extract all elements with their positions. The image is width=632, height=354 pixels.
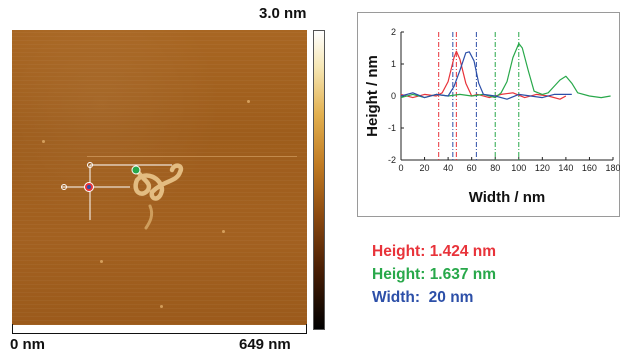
scan-streak [87,156,297,157]
height-colorbar [313,30,325,330]
result-label: Height: [372,266,430,283]
x-tick-label: 40 [443,163,453,173]
surface-particle [100,260,103,263]
surface-particle [42,140,45,143]
y-tick-label: 1 [391,59,396,69]
x-tick-label: 80 [490,163,500,173]
scalebar-start-label: 0 nm [10,336,46,353]
surface-particle [222,230,225,233]
x-tick-label: 160 [582,163,597,173]
result-value: 20 nm [428,289,474,306]
y-tick-label: -1 [388,123,396,133]
x-tick-label: 60 [467,163,477,173]
x-tick-label: 100 [511,163,526,173]
result-height-red: Height: 1.424 nm [372,243,496,261]
result-value: 1.424 nm [429,243,497,260]
result-height-green: Height: 1.637 nm [372,266,496,284]
x-tick-label: 0 [398,163,403,173]
y-tick-label: -2 [388,155,396,165]
cross-section-cursors[interactable] [12,30,307,325]
x-tick-label: 20 [420,163,430,173]
afm-topography-image[interactable] [12,30,307,325]
profile-series-line [400,51,572,100]
surface-particle [247,100,250,103]
result-value: 1.637 nm [429,266,497,283]
profile-series-line [400,42,611,99]
result-width-blue: Width: 20 nm [372,289,473,307]
x-axis-title: Width / nm [469,189,546,206]
surface-particle [160,305,163,308]
y-tick-label: 0 [391,91,396,101]
dna-molecule-overlay [133,163,184,230]
y-axis-title: Height / nm [364,55,381,137]
green-marker[interactable] [131,165,141,175]
blue-marker[interactable] [87,185,91,189]
scalebar-end-label: 649 nm [239,336,291,353]
result-label: Height: [372,243,430,260]
x-tick-label: 140 [558,163,573,173]
x-tick-label: 180 [605,163,620,173]
result-label: Width: [372,289,429,306]
profile-series-line [400,50,567,100]
scale-bar [12,324,307,334]
x-tick-label: 120 [535,163,550,173]
colorbar-max-label: 3.0 nm [259,5,307,22]
profile-chart-frame [357,12,620,217]
y-tick-label: 2 [391,27,396,37]
